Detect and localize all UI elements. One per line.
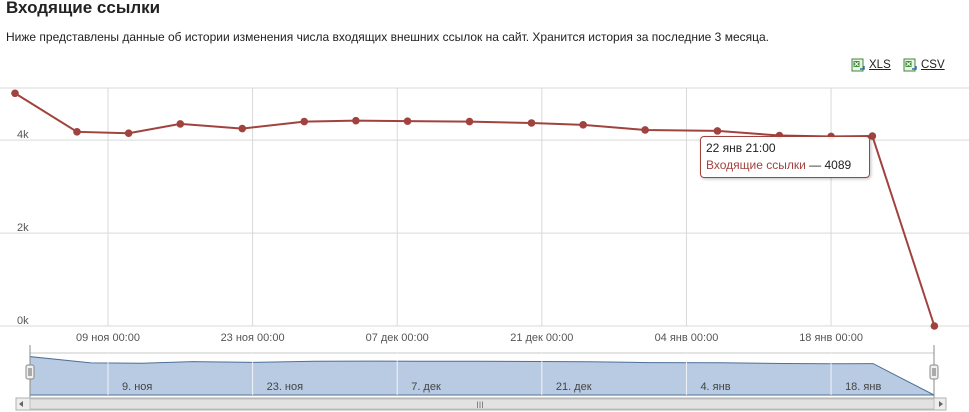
tooltip-value: 4089 [824, 158, 852, 172]
scrollbar-thumb[interactable] [29, 398, 935, 410]
grid-lines [0, 87, 969, 327]
scroll-left-arrow-icon[interactable] [19, 401, 23, 407]
data-point[interactable] [176, 120, 185, 128]
export-csv-link[interactable]: CSV [903, 58, 945, 72]
navigator-label: 4. янв [700, 381, 730, 393]
x-tick-label: 07 дек 00:00 [366, 332, 429, 344]
x-tick-label: 18 янв 00:00 [799, 332, 863, 344]
data-point[interactable] [300, 117, 309, 126]
data-tooltip: 22 янв 21:00 Входящие ссылки — 4089 [700, 136, 870, 178]
navigator-label: 21. дек [556, 381, 592, 393]
data-point[interactable] [713, 127, 722, 135]
x-tick-label: 09 ноя 00:00 [76, 332, 140, 344]
navigator-label: 9. ноя [122, 381, 152, 393]
scrollbar-grip-icon: III [476, 400, 484, 410]
line-chart: 0k 2k 4k 09 ноя 00:00 23 ноя 00:00 07 дек 00:… [0, 87, 969, 344]
data-point[interactable] [527, 119, 536, 127]
export-xls-label[interactable]: XLS [869, 59, 891, 71]
data-point[interactable] [641, 126, 649, 134]
excel-icon [851, 58, 865, 72]
y-tick-label: 4k [17, 129, 29, 141]
tooltip-separator: — [809, 158, 822, 172]
tooltip-time: 22 янв 21:00 [706, 141, 776, 155]
data-point[interactable] [465, 117, 474, 126]
data-point[interactable] [11, 89, 19, 98]
data-point[interactable] [868, 132, 877, 140]
navigator-right-handle[interactable] [929, 345, 939, 398]
navigator-scrollbar[interactable]: III [15, 397, 947, 411]
navigator-area: 9. ноя 23. ноя 7. дек 21. дек 4. янв 18. янв I… [15, 345, 947, 411]
x-tick-label: 21 дек 00:00 [510, 332, 573, 344]
page-description: Ниже представлены данные об истории изме… [6, 30, 769, 44]
export-csv-label[interactable]: CSV [921, 59, 945, 71]
data-point[interactable] [73, 128, 81, 136]
navigator-left-handle[interactable] [25, 345, 35, 398]
navigator-label: 7. дек [411, 381, 441, 393]
data-point[interactable] [403, 117, 412, 125]
data-point[interactable] [930, 322, 939, 330]
y-tick-label: 2k [17, 222, 29, 234]
y-tick-label: 0k [17, 315, 29, 327]
series-line [14, 92, 936, 327]
data-point[interactable] [579, 121, 587, 129]
x-tick-label: 23 ноя 00:00 [221, 332, 285, 344]
excel-icon [903, 58, 917, 72]
navigator-label: 23. ноя [267, 381, 304, 393]
range-navigator[interactable]: 9. ноя 23. ноя 7. дек 21. дек 4. янв 18. янв I… [0, 345, 969, 412]
axis-labels: 0k 2k 4k 09 ноя 00:00 23 ноя 00:00 07 дек 00:… [17, 129, 863, 344]
x-tick-label: 04 янв 00:00 [655, 332, 719, 344]
data-point[interactable] [352, 116, 360, 125]
data-point[interactable] [238, 124, 247, 133]
navigator-series-area [29, 356, 935, 396]
tooltip-series-name: Входящие ссылки [706, 158, 806, 172]
series-layer [11, 89, 939, 330]
navigator-label: 18. янв [845, 381, 881, 393]
export-xls-link[interactable]: XLS [851, 58, 891, 72]
scroll-right-arrow-icon[interactable] [939, 401, 943, 407]
page-title: Входящие ссылки [6, 0, 161, 17]
data-point[interactable] [124, 129, 133, 138]
